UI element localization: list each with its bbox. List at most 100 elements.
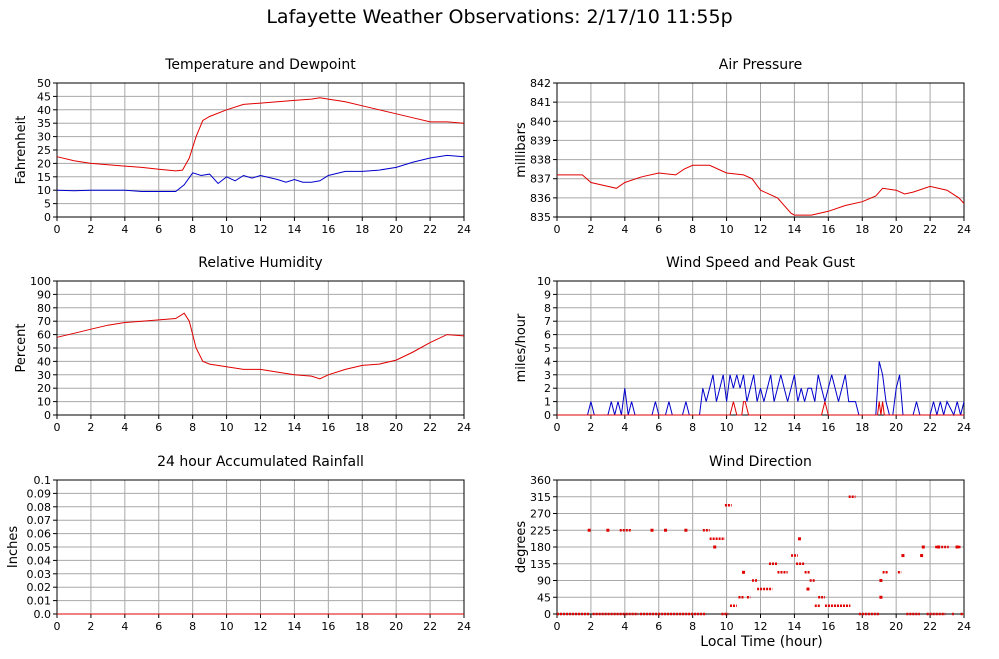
direction-point [806, 587, 810, 591]
x-tick-label: 8 [189, 421, 196, 434]
x-tick-label: 20 [889, 620, 903, 633]
direction-point [742, 570, 746, 574]
x-tick-label: 20 [389, 421, 403, 434]
y-tick-label: 0 [44, 211, 51, 224]
x-tick-label: 14 [787, 223, 801, 236]
x-tick-label: 8 [189, 620, 196, 633]
x-tick-label: 24 [957, 620, 971, 633]
x-tick-label: 18 [855, 223, 869, 236]
chart-title: Wind Direction [709, 454, 812, 470]
y-tick-label: 0.09 [27, 487, 52, 500]
y-tick-label: 50 [37, 342, 51, 355]
series-line-red [557, 401, 964, 416]
y-tick-label: 8 [544, 302, 551, 315]
x-axis-label: Local Time (hour) [700, 634, 823, 650]
x-tick-label: 22 [923, 620, 937, 633]
x-tick-label: 4 [621, 223, 628, 236]
y-tick-label: 30 [37, 131, 51, 144]
x-tick-label: 18 [355, 620, 369, 633]
direction-point [587, 528, 591, 532]
x-tick-label: 2 [87, 223, 94, 236]
x-tick-label: 22 [423, 223, 437, 236]
y-tick-label: 1 [544, 396, 551, 409]
y-tick-label: 0.01 [27, 595, 52, 608]
y-tick-label: 90 [37, 288, 51, 301]
y-tick-label: 0 [544, 409, 551, 422]
y-axis-label: millibars [514, 122, 529, 178]
x-tick-label: 2 [587, 421, 594, 434]
x-tick-label: 18 [855, 421, 869, 434]
y-tick-label: 0.1 [34, 474, 52, 487]
y-tick-label: 40 [37, 355, 51, 368]
x-tick-label: 12 [754, 223, 768, 236]
y-tick-label: 225 [530, 524, 551, 537]
direction-point [650, 528, 654, 532]
direction-point [664, 528, 668, 532]
direction-point [879, 595, 883, 599]
y-tick-label: 0 [544, 608, 551, 621]
y-tick-label: 2 [544, 382, 551, 395]
x-tick-label: 16 [821, 421, 835, 434]
y-tick-label: 840 [530, 115, 551, 128]
direction-point [920, 554, 924, 558]
y-tick-label: 35 [37, 117, 51, 130]
x-tick-label: 10 [220, 421, 234, 434]
direction-point [901, 554, 905, 558]
y-tick-label: 0.07 [27, 514, 52, 527]
x-tick-label: 22 [923, 421, 937, 434]
y-tick-label: 100 [30, 275, 51, 288]
x-tick-label: 22 [423, 421, 437, 434]
y-tick-label: 6 [544, 329, 551, 342]
y-tick-label: 0.03 [27, 568, 52, 581]
y-tick-label: 270 [530, 508, 551, 521]
x-tick-label: 18 [855, 620, 869, 633]
y-tick-label: 0.0 [34, 608, 52, 621]
y-tick-label: 0.02 [27, 581, 52, 594]
chart-title: Relative Humidity [198, 255, 322, 271]
chart-title: Air Pressure [719, 57, 802, 73]
x-tick-label: 2 [587, 223, 594, 236]
y-tick-label: 0.04 [27, 554, 52, 567]
x-tick-label: 16 [821, 223, 835, 236]
x-tick-label: 16 [821, 620, 835, 633]
x-tick-label: 10 [220, 620, 234, 633]
x-tick-label: 24 [457, 421, 471, 434]
x-tick-label: 16 [321, 620, 335, 633]
y-axis-label: Fahrenheit [14, 116, 29, 185]
y-axis-label: degrees [514, 521, 529, 574]
x-tick-label: 16 [321, 421, 335, 434]
x-tick-label: 0 [54, 223, 61, 236]
x-tick-label: 0 [554, 620, 561, 633]
x-tick-label: 14 [787, 620, 801, 633]
y-tick-label: 20 [37, 382, 51, 395]
x-tick-label: 16 [321, 223, 335, 236]
y-tick-label: 315 [530, 491, 551, 504]
x-tick-label: 4 [121, 620, 128, 633]
y-tick-label: 5 [44, 198, 51, 211]
direction-point [921, 545, 925, 549]
x-tick-label: 10 [720, 421, 734, 434]
chart-title: Wind Speed and Peak Gust [666, 255, 855, 271]
y-tick-label: 841 [530, 96, 551, 109]
x-tick-label: 18 [355, 421, 369, 434]
y-tick-label: 50 [37, 77, 51, 90]
y-tick-label: 10 [37, 184, 51, 197]
y-tick-label: 0.05 [27, 541, 52, 554]
series-line-red [56, 97, 465, 172]
x-tick-label: 12 [254, 223, 268, 236]
y-tick-label: 135 [530, 558, 551, 571]
y-tick-label: 70 [37, 315, 51, 328]
y-tick-label: 30 [37, 369, 51, 382]
x-tick-label: 0 [54, 421, 61, 434]
x-tick-label: 12 [754, 421, 768, 434]
y-tick-label: 45 [37, 90, 51, 103]
x-tick-label: 4 [621, 421, 628, 434]
y-tick-label: 180 [530, 541, 551, 554]
x-tick-label: 8 [689, 223, 696, 236]
x-tick-label: 4 [121, 223, 128, 236]
x-tick-label: 14 [287, 223, 301, 236]
